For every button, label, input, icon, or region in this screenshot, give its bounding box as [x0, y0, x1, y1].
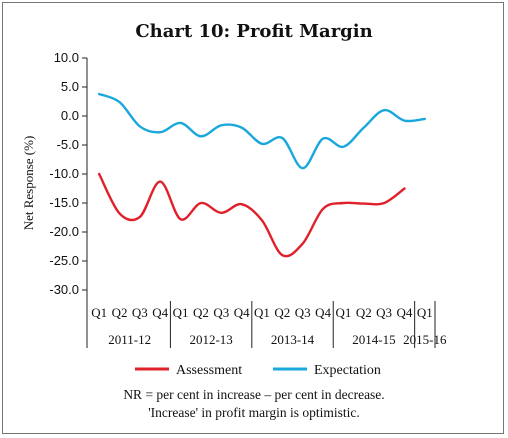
chart-frame: Chart 10: Profit Margin Net Response (%)… [2, 2, 504, 434]
legend-assessment-label: Assessment [176, 363, 242, 378]
x-axis: Q1 Q2 Q3 Q4 Q1 Q2 Q3 Q4 Q1 Q2 Q3 Q4 Q1 Q2 Q3 Q4 Q12011-1… [86, 298, 447, 348]
y-tick-label: 10.0 [54, 50, 79, 65]
y-tick-label: -15.0 [49, 195, 79, 210]
legend-expectation-label: Expectation [314, 363, 381, 378]
quarter-label: Q4 [397, 305, 413, 320]
year-label: 2012-13 [189, 332, 232, 347]
quarter-label: Q4 [152, 305, 168, 320]
year-label: 2011-12 [108, 332, 151, 347]
y-tick-label: 5.0 [61, 79, 79, 94]
footnote-line-1: NR = per cent in increase – per cent in … [123, 387, 384, 402]
year-label: 2013-14 [271, 332, 315, 347]
footnote-line-2: 'Increase' in profit margin is optimisti… [148, 405, 360, 420]
quarter-label: Q3 [213, 305, 229, 320]
quarter-label: Q2 [356, 305, 372, 320]
quarter-label: Q3 [132, 305, 148, 320]
quarter-label: Q1 [335, 305, 351, 320]
y-tick-label: -10.0 [49, 166, 79, 181]
profit-margin-chart: Chart 10: Profit Margin Net Response (%)… [21, 21, 447, 420]
quarter-label: Q2 [274, 305, 290, 320]
year-label: 2015-16 [403, 332, 447, 347]
year-label: 2014-15 [352, 332, 395, 347]
chart-title: Chart 10: Profit Margin [135, 21, 372, 42]
series-line-expectation [97, 92, 427, 170]
quarter-label: Q4 [234, 305, 250, 320]
y-tick-label: -5.0 [57, 137, 79, 152]
quarter-label: Q1 [254, 305, 270, 320]
y-tick-label: -25.0 [49, 253, 79, 268]
quarter-label: Q1 [91, 305, 107, 320]
quarter-label: Q3 [376, 305, 392, 320]
quarter-label: Q2 [193, 305, 209, 320]
quarter-label: Q4 [315, 305, 331, 320]
y-axis-label: Net Response (%) [21, 136, 36, 231]
quarter-label: Q1 [173, 305, 189, 320]
y-tick-label: -30.0 [49, 282, 79, 297]
y-axis: 10.0 5.0 0.0 -5.0 -10.0 -15.0 -20.0 -25.0 -30.0 [49, 50, 88, 298]
y-tick-label: 0.0 [61, 108, 79, 123]
quarter-label: Q1 [417, 305, 433, 320]
quarter-label: Q2 [112, 305, 128, 320]
y-tick-label: -20.0 [49, 224, 79, 239]
quarter-label: Q3 [295, 305, 311, 320]
series-line-assessment [97, 172, 406, 258]
series-layer [97, 92, 427, 258]
legend: Assessment Expectation [135, 363, 381, 378]
